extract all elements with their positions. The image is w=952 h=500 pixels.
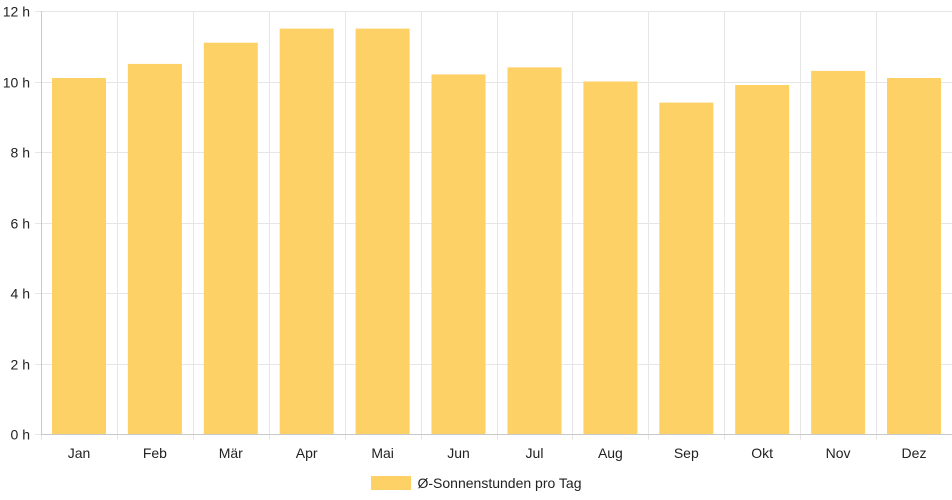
- bar-nov[interactable]: [811, 70, 866, 435]
- bar-mai[interactable]: [355, 28, 410, 434]
- y-tick-label: 10 h: [3, 75, 30, 91]
- legend-swatch: [370, 476, 411, 490]
- x-tick-label: Sep: [674, 445, 699, 461]
- bar-mär[interactable]: [203, 42, 258, 434]
- y-tick-label: 6 h: [11, 216, 30, 232]
- gridlines: [35, 11, 952, 440]
- bar-okt[interactable]: [735, 85, 790, 434]
- x-tick-label: Okt: [751, 445, 773, 461]
- x-tick-label: Apr: [296, 445, 318, 461]
- bar-jul[interactable]: [507, 67, 562, 435]
- x-tick-label: Mai: [371, 445, 394, 461]
- bar-apr[interactable]: [279, 28, 334, 434]
- legend[interactable]: Ø-Sonnenstunden pro Tag: [0, 472, 952, 494]
- y-tick-label: 0 h: [11, 427, 30, 443]
- bar-sep[interactable]: [659, 102, 714, 434]
- bar-dez[interactable]: [887, 78, 941, 434]
- y-tick-label: 4 h: [11, 286, 30, 302]
- y-axis-tick-labels: 0 h 2 h 4 h 6 h 8 h 10 h 12 h: [3, 4, 30, 443]
- x-tick-label: Feb: [143, 445, 167, 461]
- x-tick-label: Dez: [902, 445, 927, 461]
- bar-jun[interactable]: [431, 74, 486, 435]
- y-tick-label: 2 h: [11, 357, 30, 373]
- bar-chart: 0 h2 h4 h6 h8 h10 h12 h Jan Feb Mär Apr Mai J…: [3, 4, 952, 461]
- x-axis-tick-labels: Jan Feb Mär Apr Mai Jun Jul Aug Sep Okt Nov Dez: [68, 445, 927, 461]
- bar-jan[interactable]: [52, 78, 106, 434]
- y-tick-label: 8 h: [11, 145, 30, 161]
- bar-aug[interactable]: [583, 81, 638, 435]
- legend-label: Ø-Sonnenstunden pro Tag: [417, 475, 582, 491]
- y-tick-label: 12 h: [3, 4, 30, 20]
- x-tick-label: Aug: [598, 445, 623, 461]
- x-tick-label: Nov: [826, 445, 851, 461]
- axes: [41, 11, 952, 435]
- x-tick-label: Jun: [447, 445, 470, 461]
- x-tick-label: Jul: [526, 445, 544, 461]
- x-tick-label: Jan: [68, 445, 91, 461]
- bars: [52, 28, 941, 435]
- x-tick-label: Mär: [219, 445, 243, 461]
- bar-feb[interactable]: [127, 63, 182, 435]
